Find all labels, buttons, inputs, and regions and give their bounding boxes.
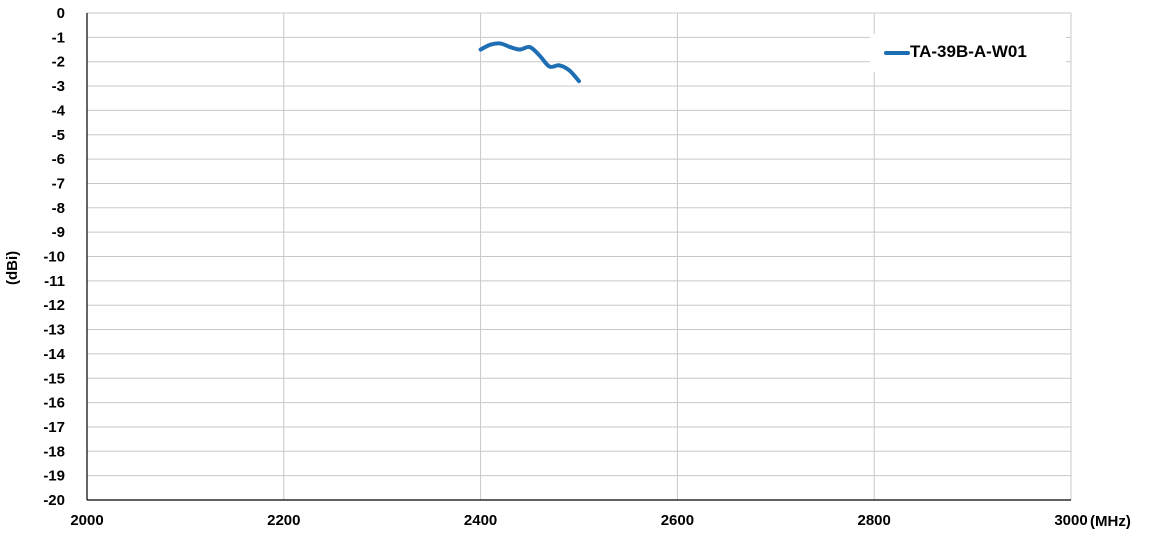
x-tick-label: 2400 bbox=[464, 512, 497, 529]
x-tick-label: 2000 bbox=[70, 512, 103, 529]
y-tick-label: -8 bbox=[52, 200, 65, 217]
y-tick-label: -20 bbox=[43, 492, 65, 509]
legend-swatch bbox=[884, 51, 910, 55]
y-axis-label: (dBi) bbox=[4, 250, 21, 285]
y-tick-label: -13 bbox=[43, 322, 65, 339]
y-tick-label: -19 bbox=[43, 468, 65, 485]
y-tick-label: -3 bbox=[52, 78, 65, 95]
y-tick-label: -1 bbox=[52, 29, 65, 46]
series-line bbox=[478, 41, 581, 84]
y-tick-label: -16 bbox=[43, 395, 65, 412]
y-tick-label: -5 bbox=[52, 127, 65, 144]
y-tick-label: -2 bbox=[52, 54, 65, 71]
y-tick-label: -14 bbox=[43, 346, 65, 363]
y-tick-label: -4 bbox=[52, 102, 66, 119]
y-tick-label: -17 bbox=[43, 419, 65, 436]
x-tick-label: 3000 bbox=[1054, 512, 1087, 529]
y-tick-label: -11 bbox=[44, 273, 65, 290]
y-tick-label: 0 bbox=[57, 5, 65, 22]
y-tick-label: -15 bbox=[43, 370, 65, 387]
y-tick-label: -10 bbox=[43, 249, 65, 266]
y-tick-label: -18 bbox=[43, 443, 65, 460]
legend-label: TA-39B-A-W01 bbox=[910, 42, 1027, 61]
x-axis-label: (MHz) bbox=[1090, 513, 1131, 530]
y-tick-label: -7 bbox=[52, 175, 65, 192]
x-tick-label: 2800 bbox=[858, 512, 891, 529]
y-tick-label: -12 bbox=[43, 297, 65, 314]
legend: TA-39B-A-W01 bbox=[870, 34, 1066, 72]
x-tick-label: 2200 bbox=[267, 512, 300, 529]
x-tick-label: 2600 bbox=[661, 512, 694, 529]
y-tick-label: -9 bbox=[52, 224, 65, 241]
y-tick-label: -6 bbox=[52, 151, 65, 168]
